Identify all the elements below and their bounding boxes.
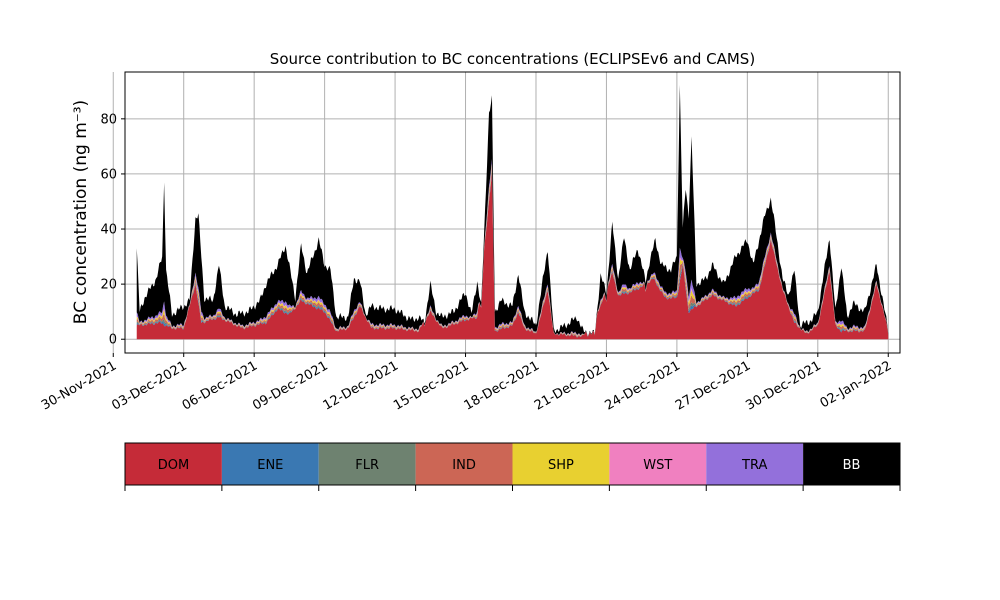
y-tick-label: 40 [100, 223, 117, 238]
legend-label-wst: WST [643, 458, 672, 473]
legend-label-bb: BB [843, 458, 861, 473]
area-layer [136, 84, 889, 340]
y-tick-label: 80 [100, 112, 117, 127]
plot-frame [124, 71, 901, 354]
x-tick-label: 30-Nov-2021 [39, 358, 119, 413]
legend-label-flr: FLR [355, 458, 379, 473]
x-tick-label: 09-Dec-2021 [250, 358, 330, 413]
x-tick-label: 30-Dec-2021 [743, 358, 823, 413]
x-tick-label: 06-Dec-2021 [180, 358, 260, 413]
legend-frame [124, 442, 901, 486]
legend: DOM ENE FLR IND SHP WST TRA BB [124, 442, 901, 491]
legend-label-ene: ENE [257, 458, 283, 473]
legend-swatch-ene [221, 443, 319, 485]
x-tick-label: 12-Dec-2021 [321, 358, 401, 413]
x-tick-label: 27-Dec-2021 [673, 358, 753, 413]
chart-title: Source contribution to BC concentrations… [270, 50, 755, 68]
x-tick-label: 21-Dec-2021 [532, 358, 612, 413]
legend-swatch-flr [318, 443, 416, 485]
area-bb [136, 84, 889, 337]
legend-label-dom: DOM [158, 458, 189, 473]
x-tick-label: 02-Jan-2022 [818, 358, 895, 411]
x-tick-label: 24-Dec-2021 [602, 358, 682, 413]
legend-swatch-ind [415, 443, 513, 485]
x-tick-label: 18-Dec-2021 [462, 358, 542, 413]
legend-swatch-shp [512, 443, 610, 485]
x-tick-label: 03-Dec-2021 [109, 358, 189, 413]
legend-label-shp: SHP [548, 458, 574, 473]
y-tick-label: 60 [100, 167, 117, 182]
legend-swatch-tra [706, 443, 804, 485]
legend-swatch-dom [125, 443, 222, 485]
area-dom [136, 172, 889, 340]
y-tick-label: 20 [100, 278, 117, 293]
y-tick-label: 0 [109, 333, 117, 348]
y-axis-label: BC concentration (ng m⁻³) [71, 100, 91, 324]
legend-swatch-bb [803, 443, 900, 485]
legend-swatch-wst [609, 443, 707, 485]
legend-label-tra: TRA [741, 458, 767, 473]
x-tick-label: 15-Dec-2021 [391, 358, 471, 413]
legend-label-ind: IND [452, 458, 476, 473]
